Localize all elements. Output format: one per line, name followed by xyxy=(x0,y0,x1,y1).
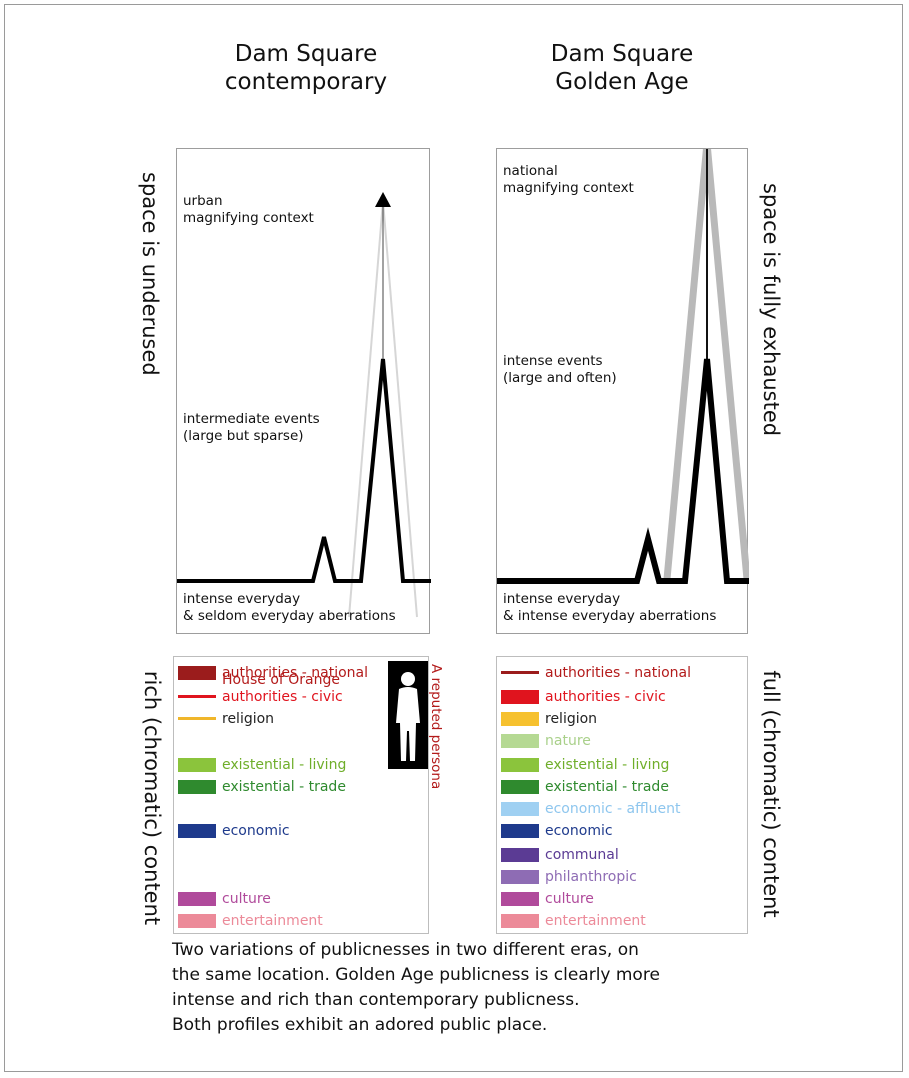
caption-line-1: Two variations of publicnesses in two di… xyxy=(172,940,639,960)
legend-golden-age-label: religion xyxy=(545,711,598,727)
events-label-contemporary: intermediate events (large but sparse) xyxy=(183,411,320,444)
legend-golden-age-swatch xyxy=(501,870,539,884)
caption-line-3: intense and rich than contemporary publi… xyxy=(172,990,580,1010)
legend-contemporary-item: culture xyxy=(174,889,404,909)
legend-contemporary-label: religion xyxy=(222,711,275,727)
profile-chart-golden-age xyxy=(497,149,749,584)
title-left-line1: Dam Square xyxy=(234,41,378,67)
legend-contemporary-label: existential - living xyxy=(222,757,347,773)
side-label-left-top: space is underused xyxy=(138,172,162,376)
legend-golden-age-item: authorities - national xyxy=(497,663,727,683)
legend-golden-age-item: existential - trade xyxy=(497,777,727,797)
legend-golden-age-swatch xyxy=(501,690,539,704)
legend-contemporary-swatch xyxy=(178,892,216,906)
legend-golden-age-item: economic xyxy=(497,821,727,841)
title-right-line1: Dam Square xyxy=(550,41,694,67)
legend-golden-age-item: entertainment xyxy=(497,911,727,931)
legend-golden-age-item: nature xyxy=(497,731,727,751)
title-left: Dam Square contemporary xyxy=(176,40,436,96)
baseline-label-contemporary: intense everyday & seldom everyday aberra… xyxy=(183,591,396,624)
legend-golden-age-label: authorities - civic xyxy=(545,689,666,705)
legend-golden-age-item: religion xyxy=(497,709,727,729)
legend-contemporary-swatch xyxy=(178,666,216,680)
legend-contemporary-swatch xyxy=(178,780,216,794)
content-panel-contemporary: authorities - national House of Orange aut… xyxy=(173,656,429,934)
legend-golden-age-label: culture xyxy=(545,891,594,907)
title-right-line2: Golden Age xyxy=(555,69,689,95)
legend-contemporary-item: authorities - national xyxy=(174,663,404,683)
events-label-golden-age: intense events (large and often) xyxy=(503,353,617,386)
legend-golden-age-label: authorities - national xyxy=(545,665,692,681)
legend-contemporary-item: religion xyxy=(174,709,404,729)
person-icon xyxy=(396,672,420,761)
event-profile-contemporary xyxy=(177,358,431,583)
legend-contemporary-label: House of Orange xyxy=(222,672,340,688)
profile-chart-contemporary xyxy=(177,192,431,618)
legend-golden-age-item: existential - living xyxy=(497,755,727,775)
legend-golden-age-swatch xyxy=(501,848,539,862)
figure-frame xyxy=(4,4,903,1072)
legend-golden-age-swatch xyxy=(501,671,539,674)
caption-line-2: the same location. Golden Age publicness… xyxy=(172,965,660,985)
legend-contemporary-swatch xyxy=(178,824,216,838)
legend-golden-age-item: economic - affluent xyxy=(497,799,727,819)
baseline-label-golden-age: intense everyday & intense everyday aberr… xyxy=(503,591,717,624)
title-left-line2: contemporary xyxy=(224,69,388,95)
legend-golden-age-swatch xyxy=(501,914,539,928)
side-label-right-top: space is fully exhausted xyxy=(759,183,783,437)
legend-golden-age-swatch xyxy=(501,712,539,726)
legend-contemporary-label: existential - trade xyxy=(222,779,346,795)
profile-panel-contemporary: urban magnifying context intermediate eve… xyxy=(176,148,431,634)
title-right: Dam Square Golden Age xyxy=(496,40,748,96)
legend-contemporary-item: existential - trade xyxy=(174,777,404,797)
profile-panel-golden-age: national magnifying context intense event… xyxy=(496,148,749,634)
legend-golden-age-label: economic - affluent xyxy=(545,801,681,817)
persona-silhouette xyxy=(388,661,428,769)
legend-contemporary-swatch xyxy=(178,717,216,720)
persona-label: A reputed persona xyxy=(428,664,444,790)
legend-contemporary-swatch xyxy=(178,914,216,928)
legend-golden-age-label: entertainment xyxy=(545,913,646,929)
arrow-head-contemporary xyxy=(375,192,391,207)
legend-golden-age-label: existential - trade xyxy=(545,779,669,795)
legend-golden-age-swatch xyxy=(501,892,539,906)
legend-golden-age-label: existential - living xyxy=(545,757,670,773)
figure-caption: Two variations of publicnesses in two di… xyxy=(172,938,660,1038)
legend-contemporary-item: entertainment xyxy=(174,911,404,931)
legend-golden-age-label: economic xyxy=(545,823,613,839)
legend-contemporary-item: House of Orange xyxy=(174,672,404,695)
context-label-contemporary: urban magnifying context xyxy=(183,193,314,226)
legend-contemporary-swatch xyxy=(178,758,216,772)
legend-contemporary-item: economic xyxy=(174,821,404,841)
magnifying-line-golden-age xyxy=(663,149,749,580)
legend-golden-age-label: philanthropic xyxy=(545,869,637,885)
legend-golden-age-swatch xyxy=(501,824,539,838)
legend-contemporary-swatch xyxy=(178,695,216,698)
legend-contemporary-item: authorities - civic xyxy=(174,687,404,707)
legend-golden-age-label: nature xyxy=(545,733,591,749)
legend-golden-age-swatch xyxy=(501,780,539,794)
side-label-left-bottom: rich (chromatic) content xyxy=(140,670,164,926)
side-label-right-bottom: full (chromatic) content xyxy=(759,670,783,918)
legend-golden-age-swatch xyxy=(501,802,539,816)
legend-contemporary-label: entertainment xyxy=(222,913,323,929)
legend-contemporary-label: authorities - civic xyxy=(222,689,343,705)
legend-golden-age-item: communal xyxy=(497,845,727,865)
legend-golden-age-label: communal xyxy=(545,847,619,863)
legend-golden-age-item: culture xyxy=(497,889,727,909)
legend-contemporary-item: existential - living xyxy=(174,755,404,775)
legend-golden-age-item: authorities - civic xyxy=(497,687,727,707)
content-panel-golden-age: authorities - national authorities - civi… xyxy=(496,656,748,934)
legend-contemporary-label: economic xyxy=(222,823,290,839)
context-label-golden-age: national magnifying context xyxy=(503,163,634,196)
caption-line-4: Both profiles exhibit an adored public p… xyxy=(172,1015,548,1035)
legend-contemporary-label: authorities - national xyxy=(222,665,369,681)
legend-contemporary-label: culture xyxy=(222,891,271,907)
legend-golden-age-item: philanthropic xyxy=(497,867,727,887)
legend-golden-age-swatch xyxy=(501,734,539,748)
event-profile-golden-age xyxy=(497,358,749,584)
legend-golden-age-swatch xyxy=(501,758,539,772)
